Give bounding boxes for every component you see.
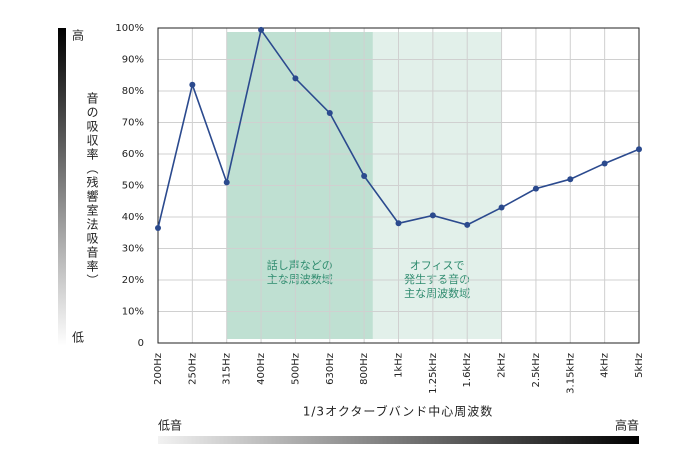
point xyxy=(636,146,642,153)
point xyxy=(429,212,436,219)
y-tick-label: 80% xyxy=(122,86,144,97)
region-label: 主な周波数域 xyxy=(404,287,470,300)
region-label: 話し声などの xyxy=(267,258,333,272)
x-scale-high: 高音 xyxy=(615,418,639,433)
y-tick-label: 50% xyxy=(122,181,144,192)
point xyxy=(395,220,402,227)
x-tick-label: 4kHz xyxy=(600,353,611,378)
x-scale-bar xyxy=(158,436,639,444)
y-tick-label: 20% xyxy=(122,275,144,286)
y-tick-label: 90% xyxy=(122,55,144,66)
x-tick-label: 200Hz xyxy=(153,353,164,385)
x-tick-label: 1kHz xyxy=(394,353,405,378)
y-tick-label: 10% xyxy=(122,307,144,318)
y-scale-high: 高 xyxy=(72,28,84,43)
x-tick-label: 1.25kHz xyxy=(428,353,439,394)
y-scale-bar xyxy=(58,28,66,346)
point xyxy=(292,75,299,82)
x-tick-label: 500Hz xyxy=(290,353,301,385)
y-scale-low: 低 xyxy=(72,331,84,345)
x-scale-low: 低音 xyxy=(158,418,182,433)
x-axis-label: 1/3オクターブバンド中心周波数 xyxy=(303,404,493,419)
x-tick-label: 630Hz xyxy=(325,353,336,385)
point xyxy=(567,176,574,183)
point xyxy=(464,221,471,228)
point xyxy=(498,204,505,211)
point xyxy=(532,185,539,192)
x-tick-label: 2kHz xyxy=(497,353,508,378)
y-tick-label: 0 xyxy=(138,338,144,349)
y-axis-label: 音の吸収率（残響室法吸音率） xyxy=(85,91,99,288)
x-tick-label: 250Hz xyxy=(187,353,198,385)
point xyxy=(361,173,368,180)
y-tick-label: 70% xyxy=(122,118,144,129)
region-label: オフィスで xyxy=(410,259,465,272)
y-tick-label: 100% xyxy=(115,23,144,34)
plot-frame xyxy=(157,27,640,344)
x-tick-label: 3.15kHz xyxy=(565,353,576,394)
point xyxy=(189,81,196,88)
x-tick-label: 400Hz xyxy=(256,353,267,385)
y-tick-label: 60% xyxy=(122,149,144,160)
x-tick-label: 315Hz xyxy=(222,353,233,385)
y-tick-label: 40% xyxy=(122,212,144,223)
point xyxy=(258,26,265,33)
point xyxy=(326,110,333,117)
point xyxy=(155,225,161,232)
x-tick-label: 2.5kHz xyxy=(531,353,542,387)
y-tick-label: 30% xyxy=(122,244,144,255)
x-tick-label: 5kHz xyxy=(634,353,645,378)
region-label: 発生する音の xyxy=(404,272,470,286)
x-tick-label: 1.6kHz xyxy=(462,353,473,387)
x-tick-label: 800Hz xyxy=(359,353,370,385)
point xyxy=(223,179,230,186)
point xyxy=(601,160,608,167)
